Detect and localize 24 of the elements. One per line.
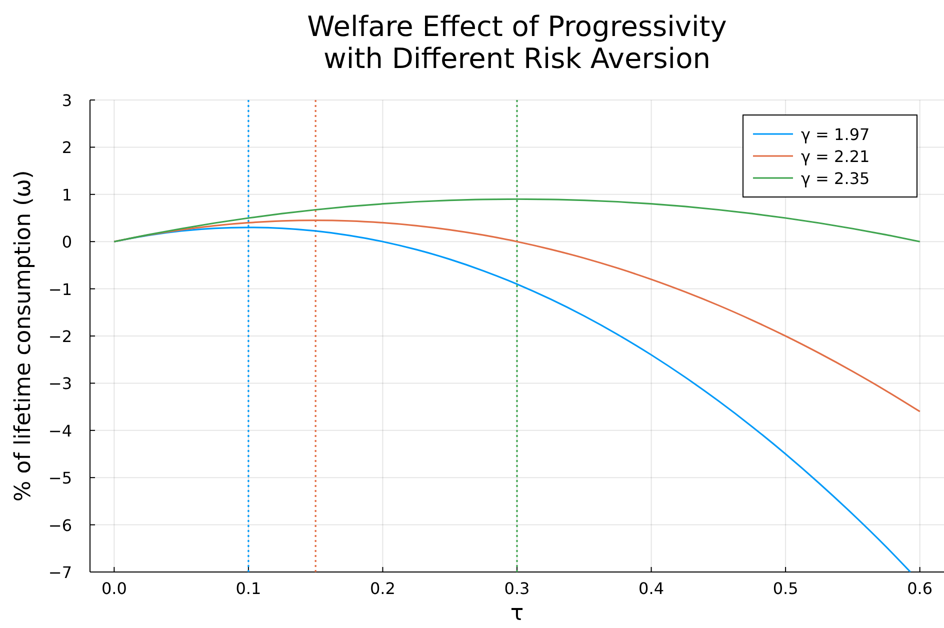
- x-tick-label: 0.5: [772, 579, 798, 598]
- y-tick-label: −4: [48, 421, 72, 440]
- y-axis-title: % of lifetime consumption (ω): [11, 170, 36, 502]
- x-tick-label: 0.3: [504, 579, 530, 598]
- y-tick-label: −1: [48, 280, 72, 299]
- x-tick-label: 0.4: [638, 579, 664, 598]
- legend-label: γ = 1.97: [801, 125, 870, 144]
- x-tick-label: 0.2: [370, 579, 396, 598]
- y-tick-label: −7: [48, 563, 72, 582]
- legend-label: γ = 2.35: [801, 169, 870, 188]
- y-tick-label: 2: [62, 138, 72, 158]
- x-tick-label: 0.0: [101, 579, 127, 598]
- y-tick-label: 1: [62, 185, 72, 204]
- x-tick-label: 0.1: [236, 579, 262, 598]
- chart-title: Welfare Effect of Progressivity with Different Risk Aversion: [307, 10, 727, 75]
- y-tick-label: −5: [48, 468, 72, 488]
- legend-label: γ = 2.21: [801, 147, 870, 166]
- y-tick-label: −2: [48, 327, 72, 346]
- x-axis-title: τ: [510, 601, 524, 626]
- y-tick-label: −3: [48, 374, 72, 394]
- y-tick-label: 0: [62, 232, 72, 252]
- y-tick-label: 3: [62, 91, 72, 110]
- y-tick-label: −6: [48, 516, 72, 535]
- x-tick-label: 0.6: [907, 579, 933, 598]
